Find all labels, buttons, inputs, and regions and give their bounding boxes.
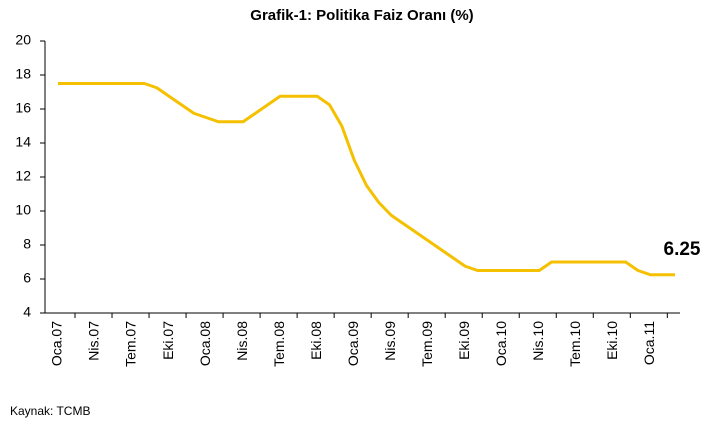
x-tick-label: Oca.10 xyxy=(493,321,509,366)
x-tick-label: Oca.11 xyxy=(641,321,657,365)
x-tick-label: Eki.10 xyxy=(604,321,620,360)
y-tick-label: 4 xyxy=(23,304,31,320)
x-tick-label: Nis.10 xyxy=(530,321,546,361)
y-tick-label: 10 xyxy=(15,202,31,218)
chart-title: Grafik-1: Politika Faiz Oranı (%) xyxy=(250,7,473,24)
x-tick-label: Eki.07 xyxy=(160,321,176,360)
source: Kaynak: TCMB xyxy=(10,404,90,418)
y-tick-label: 14 xyxy=(15,134,31,150)
x-tick-label: Oca.07 xyxy=(49,321,65,366)
x-tick-label: Nis.07 xyxy=(86,321,102,361)
x-tick-label: Eki.09 xyxy=(456,321,472,360)
y-tick-label: 20 xyxy=(15,32,31,48)
x-tick-label: Oca.08 xyxy=(197,321,213,366)
y-tick-label: 16 xyxy=(15,100,31,116)
line xyxy=(58,82,675,277)
y-tick-label: 6 xyxy=(23,270,31,286)
y-tick-label: 12 xyxy=(15,168,31,184)
x-tick-label: Nis.09 xyxy=(382,321,398,361)
y-tick-label: 8 xyxy=(23,236,31,252)
x-tick-label: Eki.08 xyxy=(308,321,324,360)
x-tick-label: Tem.09 xyxy=(419,321,435,367)
annotation: 6.25 xyxy=(664,239,701,260)
x-tick-label: Tem.08 xyxy=(271,321,287,367)
x-tick-label: Tem.10 xyxy=(567,321,583,367)
y-tick-label: 18 xyxy=(15,66,31,82)
x-tick-label: Oca.09 xyxy=(345,321,361,366)
x-tick-label: Tem.07 xyxy=(123,321,139,367)
x-tick-label: Nis.08 xyxy=(234,321,250,361)
